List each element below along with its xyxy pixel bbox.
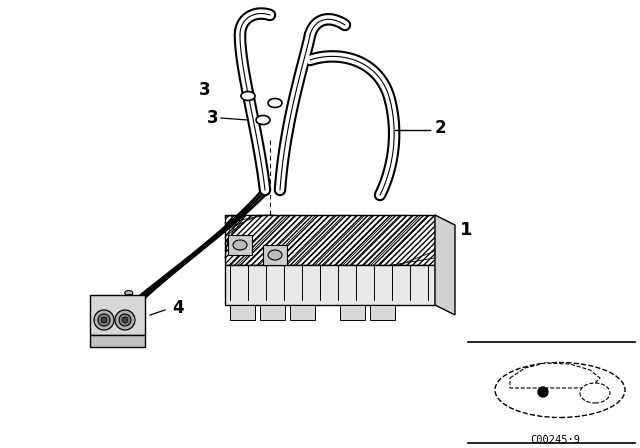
Text: C00245·9: C00245·9 (530, 435, 580, 445)
Text: 3: 3 (207, 109, 219, 127)
Circle shape (94, 310, 114, 330)
Circle shape (101, 317, 107, 323)
Ellipse shape (125, 290, 133, 296)
Ellipse shape (241, 91, 255, 100)
Polygon shape (340, 305, 365, 320)
Ellipse shape (125, 302, 135, 309)
Circle shape (538, 387, 548, 397)
Polygon shape (90, 335, 145, 347)
Ellipse shape (268, 99, 282, 108)
Circle shape (122, 317, 128, 323)
Text: 4: 4 (172, 299, 184, 317)
Ellipse shape (126, 294, 134, 300)
Polygon shape (435, 215, 455, 315)
Polygon shape (225, 265, 435, 305)
Ellipse shape (126, 306, 136, 313)
Ellipse shape (124, 297, 134, 305)
Polygon shape (260, 305, 285, 320)
Polygon shape (230, 305, 255, 320)
Text: 1: 1 (460, 221, 472, 239)
Polygon shape (290, 305, 315, 320)
Polygon shape (263, 245, 287, 265)
Circle shape (98, 314, 110, 326)
Ellipse shape (580, 383, 610, 403)
Polygon shape (228, 235, 252, 255)
Ellipse shape (127, 298, 135, 303)
Polygon shape (510, 363, 600, 388)
Ellipse shape (233, 240, 247, 250)
Polygon shape (90, 295, 145, 335)
Polygon shape (225, 215, 435, 265)
Ellipse shape (495, 362, 625, 418)
Text: 2: 2 (435, 119, 447, 137)
Ellipse shape (256, 116, 270, 125)
Polygon shape (370, 305, 395, 320)
Circle shape (119, 314, 131, 326)
Text: 3: 3 (199, 81, 211, 99)
Ellipse shape (268, 250, 282, 260)
Circle shape (115, 310, 135, 330)
